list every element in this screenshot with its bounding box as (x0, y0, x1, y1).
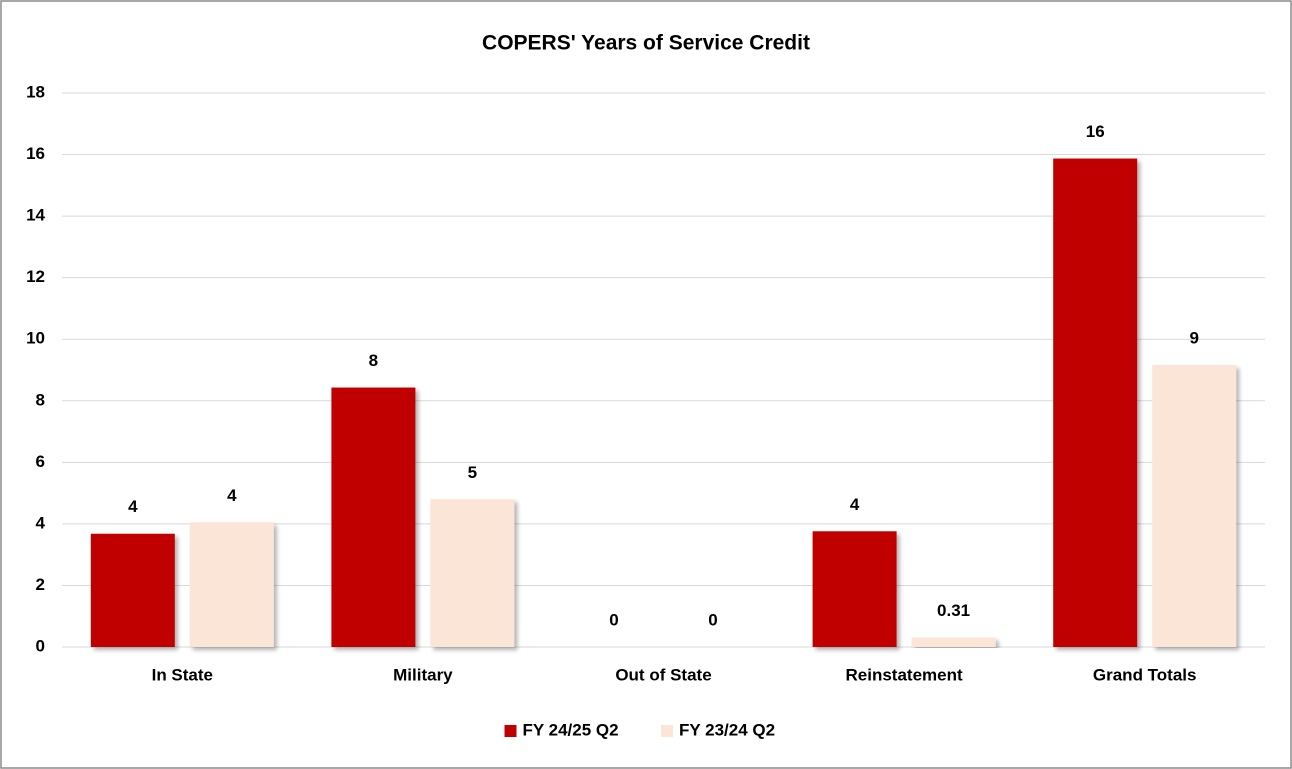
y-tick-label: 8 (36, 390, 45, 409)
bar (90, 533, 175, 647)
x-tick-label: Reinstatement (846, 665, 963, 684)
x-tick-label: Out of State (615, 665, 711, 684)
y-tick-label: 14 (26, 206, 45, 225)
x-tick-label: In State (152, 665, 213, 684)
data-label: 8 (369, 351, 378, 370)
bar (1152, 365, 1237, 647)
bar (1053, 158, 1138, 647)
data-label: 0 (708, 610, 717, 629)
data-label: 4 (227, 486, 237, 505)
legend-swatch (661, 725, 673, 737)
data-label: 0 (609, 610, 618, 629)
bar (812, 531, 897, 647)
y-tick-label: 16 (26, 144, 45, 163)
y-tick-label: 12 (26, 267, 45, 286)
y-tick-label: 18 (26, 82, 45, 101)
chart-title: COPERS' Years of Service Credit (482, 32, 810, 55)
y-tick-label: 10 (26, 329, 45, 348)
data-label: 16 (1086, 122, 1105, 141)
bar (911, 637, 996, 647)
y-tick-label: 0 (36, 636, 45, 655)
y-tick-label: 2 (36, 575, 45, 594)
legend-label: FY 23/24 Q2 (679, 720, 775, 739)
data-label: 0.31 (937, 601, 970, 620)
x-tick-label: Military (393, 665, 453, 684)
legend-swatch (504, 725, 517, 737)
bar (331, 387, 416, 647)
bar (430, 499, 515, 647)
data-label: 5 (468, 463, 477, 482)
data-label: 4 (128, 497, 138, 516)
y-tick-label: 6 (36, 452, 45, 471)
data-label: 4 (850, 495, 860, 514)
bar (189, 522, 274, 647)
x-tick-label: Grand Totals (1093, 665, 1197, 684)
legend-label: FY 24/25 Q2 (523, 720, 619, 739)
data-label: 9 (1189, 329, 1198, 348)
y-tick-label: 4 (36, 513, 46, 532)
